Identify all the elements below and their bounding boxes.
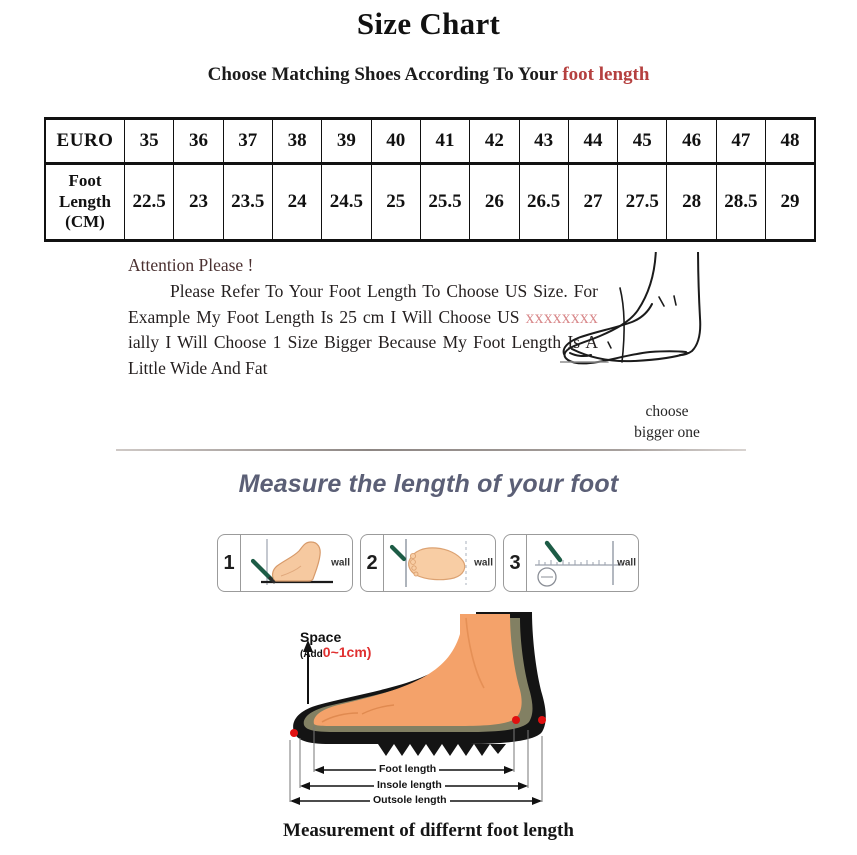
attention-body-part1: Please Refer To Your Foot Length To Choo… (128, 281, 598, 327)
table-cell-foot-length: 28 (666, 163, 717, 241)
table-cell-euro: 37 (222, 118, 273, 165)
row-header-euro: EURO (44, 118, 125, 165)
attention-redacted-text: xxxxxxxx (525, 306, 598, 327)
table-cell-foot-length: 24.5 (321, 163, 372, 241)
table-cell-foot-length: 27.5 (617, 163, 668, 241)
space-add-prefix: (Add (300, 648, 323, 660)
space-add-value: 0~1cm) (322, 643, 372, 660)
table-cell-foot-length: 23 (173, 163, 224, 241)
step-number-1: 1 (218, 535, 241, 591)
table-cell-foot-length: 26.5 (518, 163, 569, 241)
table-cell-euro: 42 (469, 118, 520, 165)
step-3-illustration: wall (527, 535, 638, 591)
subtitle-prefix: Choose Matching Shoes According To Your (207, 64, 563, 85)
table-cell-foot-length: 29 (765, 163, 817, 241)
foot-against-wall-icon (250, 539, 333, 585)
measure-section-heading: Measure the length of your foot (238, 470, 619, 498)
table-cell-euro: 48 (765, 118, 817, 165)
table-cell-foot-length: 25 (370, 163, 421, 241)
step-1-illustration: wall (241, 535, 352, 591)
foot-lineart-illustration (549, 243, 800, 397)
page-title: Size Chart (356, 6, 501, 41)
foot-in-shoe-illustration (289, 612, 546, 805)
table-cell-euro: 35 (123, 118, 175, 165)
row-header-line-2: Length (59, 191, 111, 211)
wall-label-2: wall (474, 557, 493, 569)
size-table-container: EURO 35 36 37 38 39 40 41 42 43 44 45 46… (44, 117, 817, 242)
table-cell-euro: 45 (617, 118, 668, 165)
step-number-3: 3 (504, 535, 527, 591)
page-subtitle: Choose Matching Shoes According To Your … (0, 64, 857, 86)
table-row-foot-length: Foot Length (CM) 22.5 23 23.5 24 24.5 25… (44, 163, 817, 241)
callout-line-2: bigger one (634, 423, 700, 441)
size-chart-table: EURO 35 36 37 38 39 40 41 42 43 44 45 46… (44, 117, 817, 242)
foot-side-outline-icon (549, 243, 702, 365)
measure-steps: 1 wall 2 (217, 534, 639, 592)
space-label-text: Space (300, 629, 342, 645)
table-cell-foot-length: 23.5 (222, 163, 273, 241)
measurement-labels: Foot length Insole length Outsole length (270, 612, 600, 812)
table-cell-euro: 44 (567, 118, 619, 165)
step-number-2: 2 (361, 535, 384, 591)
table-cell-foot-length: 28.5 (715, 163, 767, 241)
step-panel-1: 1 wall (217, 534, 353, 592)
attention-block: Attention Please ! Please Refer To Your … (128, 253, 598, 381)
row-header-line-3: (CM) (65, 212, 105, 232)
table-cell-euro: 40 (370, 118, 421, 165)
table-cell-euro: 41 (419, 118, 471, 165)
table-cell-euro: 46 (666, 118, 717, 165)
table-cell-foot-length: 27 (567, 163, 619, 241)
measurement-label-foot-length: Foot length (376, 763, 440, 775)
section-divider (116, 449, 746, 451)
table-cell-foot-length: 25.5 (419, 163, 471, 241)
measurement-label-outsole-length: Outsole length (370, 794, 450, 806)
table-cell-euro: 39 (321, 118, 372, 165)
measurement-label-insole-length: Insole length (374, 779, 445, 791)
callout-line-1: choose (645, 403, 689, 420)
table-row-euro: EURO 35 36 37 38 39 40 41 42 43 44 45 46… (44, 118, 817, 165)
table-cell-foot-length: 26 (469, 163, 520, 241)
attention-body-part2: ially I Will Choose 1 Size Bigger Becaus… (128, 332, 598, 378)
table-cell-foot-length: 22.5 (123, 163, 175, 241)
footprint-between-marks-icon (389, 539, 467, 587)
subtitle-highlight: foot length (562, 64, 650, 85)
table-cell-euro: 36 (173, 118, 224, 165)
ruler-measure-icon (535, 540, 623, 587)
row-header-line-1: Foot (68, 171, 102, 191)
attention-body: Please Refer To Your Foot Length To Choo… (128, 279, 598, 381)
attention-heading: Attention Please ! (128, 255, 254, 275)
wall-label-3: wall (617, 557, 636, 569)
table-cell-euro: 43 (518, 118, 569, 165)
space-label-value-line: (Add0~1cm) (300, 643, 372, 661)
bottom-caption: Measurement of differnt foot length (283, 820, 574, 841)
table-cell-foot-length: 24 (271, 163, 323, 241)
wall-label-1: wall (331, 557, 350, 569)
foot-in-shoe-diagram: Foot length Insole length Outsole length (270, 612, 600, 812)
table-cell-euro: 47 (715, 118, 767, 165)
choose-bigger-callout: choose bigger one (592, 402, 742, 444)
table-cell-euro: 38 (271, 118, 323, 165)
space-add-label: Space (Add0~1cm) (300, 630, 371, 660)
step-2-illustration: wall (384, 535, 495, 591)
step-panel-2: 2 wall (360, 534, 496, 592)
row-header-foot-length: Foot Length (CM) (44, 163, 125, 241)
step-panel-3: 3 (503, 534, 639, 592)
